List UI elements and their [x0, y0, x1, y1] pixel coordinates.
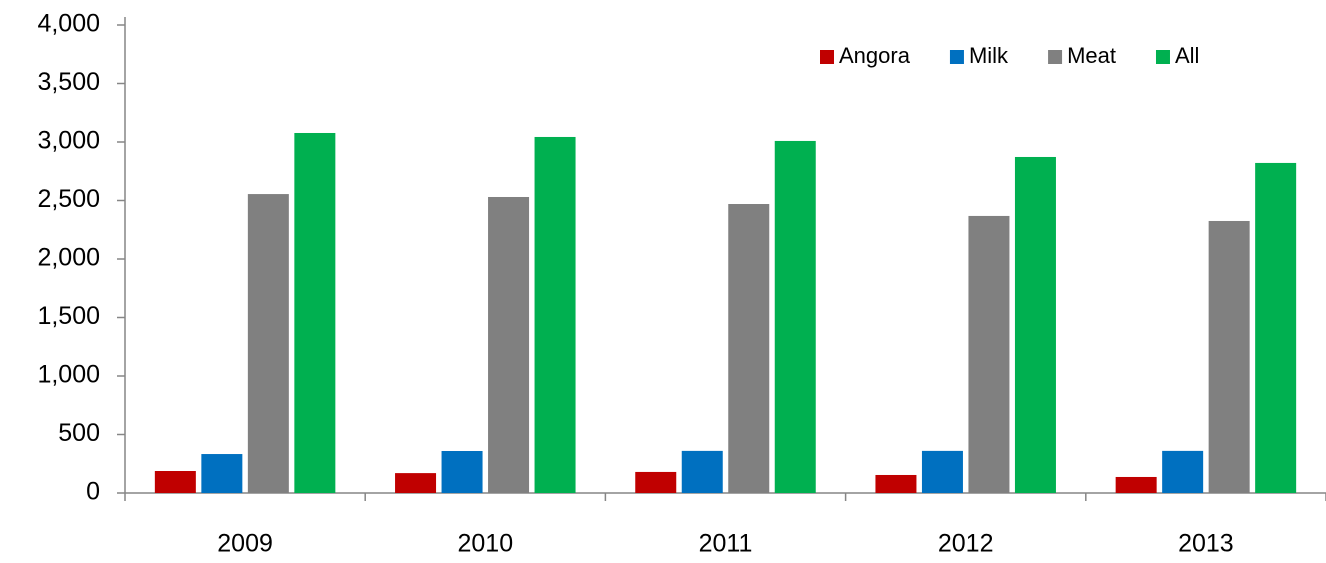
bar: [774, 140, 816, 493]
y-tick-label: 1,000: [37, 361, 100, 389]
bar: [247, 194, 289, 493]
legend-swatch: [1048, 50, 1063, 64]
y-tick-label: 3,000: [37, 127, 100, 155]
y-tick-label: 1,500: [37, 302, 100, 330]
y-tick-label: 3,500: [37, 68, 100, 96]
x-tick-label: 2009: [217, 530, 273, 558]
bar: [635, 471, 677, 493]
bar: [1162, 450, 1204, 493]
bar: [921, 450, 963, 493]
y-tick-label: 4,000: [37, 10, 100, 38]
bar: [1014, 156, 1056, 493]
bar: [154, 471, 196, 493]
legend-label: All: [1175, 43, 1199, 68]
bar: [681, 450, 723, 493]
x-tick-label: 2013: [1178, 530, 1234, 558]
y-tick-label: 500: [58, 419, 100, 447]
legend-swatch: [820, 50, 834, 64]
bar: [875, 474, 917, 493]
bar: [294, 132, 336, 493]
bar: [201, 454, 243, 493]
bar: [1115, 476, 1157, 493]
bar: [1208, 220, 1250, 493]
legend-label: Milk: [969, 43, 1009, 68]
legend-swatch: [949, 50, 964, 64]
x-tick-label: 2012: [938, 530, 994, 558]
legend-swatch: [1155, 50, 1170, 64]
y-tick-label: 2,000: [37, 244, 100, 272]
bar: [488, 196, 530, 494]
bar: [395, 473, 437, 493]
y-tick-label: 2,500: [37, 185, 100, 213]
bar: [441, 450, 483, 493]
x-tick-label: 2011: [699, 530, 753, 558]
bar: [534, 136, 576, 493]
bar: [968, 215, 1010, 493]
bar: [1255, 162, 1297, 493]
legend-label: Angora: [839, 43, 911, 68]
legend-label: Meat: [1067, 43, 1116, 68]
bar: [728, 204, 770, 493]
x-tick-label: 2010: [457, 530, 513, 558]
y-tick-label: 0: [86, 478, 100, 506]
